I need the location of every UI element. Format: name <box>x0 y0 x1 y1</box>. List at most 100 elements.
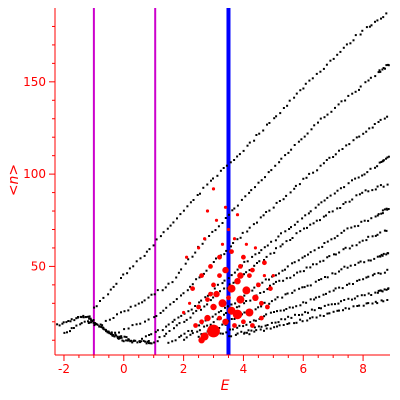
data-point <box>147 342 150 345</box>
data-point <box>274 274 277 277</box>
data-point <box>300 138 303 141</box>
data-point <box>243 311 246 314</box>
data-point <box>66 331 68 334</box>
data-point <box>177 316 180 319</box>
data-point <box>61 322 64 325</box>
data-point <box>263 301 266 304</box>
data-point <box>313 124 316 127</box>
data-point <box>249 321 252 324</box>
data-point <box>218 327 221 329</box>
data-point <box>348 200 351 203</box>
data-point <box>260 305 263 308</box>
data-point <box>342 248 345 251</box>
data-point <box>141 301 144 304</box>
data-point <box>385 64 388 67</box>
data-point <box>199 192 201 195</box>
data-point <box>148 248 151 251</box>
data-point <box>211 230 214 233</box>
data-point <box>296 220 299 223</box>
data-point <box>175 324 178 327</box>
data-point <box>242 286 251 295</box>
data-point <box>228 213 230 216</box>
data-point <box>136 341 139 344</box>
data-point <box>188 301 192 305</box>
data-point <box>192 312 195 315</box>
data-point <box>209 323 212 326</box>
data-point <box>387 155 390 158</box>
data-point <box>251 289 254 292</box>
data-point <box>200 308 202 311</box>
data-point <box>232 281 235 284</box>
data-point <box>297 259 300 262</box>
data-point <box>259 300 264 306</box>
data-point <box>306 319 309 322</box>
data-point <box>286 323 289 325</box>
data-point <box>95 323 98 326</box>
data-point <box>379 255 382 258</box>
data-point <box>186 205 189 208</box>
data-point <box>248 333 251 336</box>
data-point <box>374 20 376 23</box>
data-point <box>383 117 386 120</box>
data-point <box>242 149 245 152</box>
y-tick-label: 100 <box>23 167 46 181</box>
data-point <box>185 255 189 259</box>
data-point <box>131 341 134 344</box>
data-point <box>376 291 379 294</box>
data-point <box>257 325 260 328</box>
data-point <box>359 260 362 263</box>
data-point <box>198 337 205 344</box>
data-point <box>363 261 366 264</box>
data-point <box>286 104 289 107</box>
data-point <box>217 311 220 314</box>
data-point <box>362 278 365 281</box>
data-point <box>320 201 323 204</box>
data-point <box>87 322 90 324</box>
data-point <box>331 272 334 275</box>
data-point <box>342 46 345 49</box>
data-point <box>378 161 381 164</box>
data-point <box>235 306 238 309</box>
data-point <box>245 300 248 302</box>
data-point <box>65 321 68 324</box>
data-point <box>213 287 216 290</box>
data-point <box>263 315 266 318</box>
data-point <box>248 269 251 272</box>
data-point <box>334 153 337 156</box>
data-point <box>343 186 346 189</box>
data-point <box>267 171 270 174</box>
data-point <box>203 305 206 308</box>
data-point <box>278 161 281 164</box>
data-point <box>379 231 382 234</box>
data-point <box>200 299 203 302</box>
data-point <box>348 307 351 310</box>
data-point <box>309 284 312 287</box>
data-point <box>222 318 229 325</box>
data-point <box>254 308 257 311</box>
data-point <box>223 253 226 256</box>
data-point <box>224 217 227 219</box>
data-point <box>117 337 120 340</box>
data-point <box>175 298 178 301</box>
data-point <box>264 278 267 281</box>
data-point <box>309 266 312 269</box>
data-point <box>287 315 290 318</box>
data-point <box>250 329 253 332</box>
data-point <box>262 129 265 132</box>
data-point <box>364 189 367 192</box>
data-point <box>360 294 363 297</box>
data-point <box>83 320 86 323</box>
data-point <box>118 331 120 334</box>
data-point <box>259 328 262 331</box>
data-point <box>383 208 386 211</box>
data-point <box>370 24 373 27</box>
data-point <box>272 206 275 209</box>
data-point <box>293 223 296 226</box>
data-point <box>385 12 388 15</box>
data-point <box>365 276 368 279</box>
data-point <box>89 317 92 320</box>
data-point <box>387 64 390 67</box>
data-point <box>274 298 277 301</box>
data-point <box>374 215 377 218</box>
data-point <box>199 273 205 278</box>
